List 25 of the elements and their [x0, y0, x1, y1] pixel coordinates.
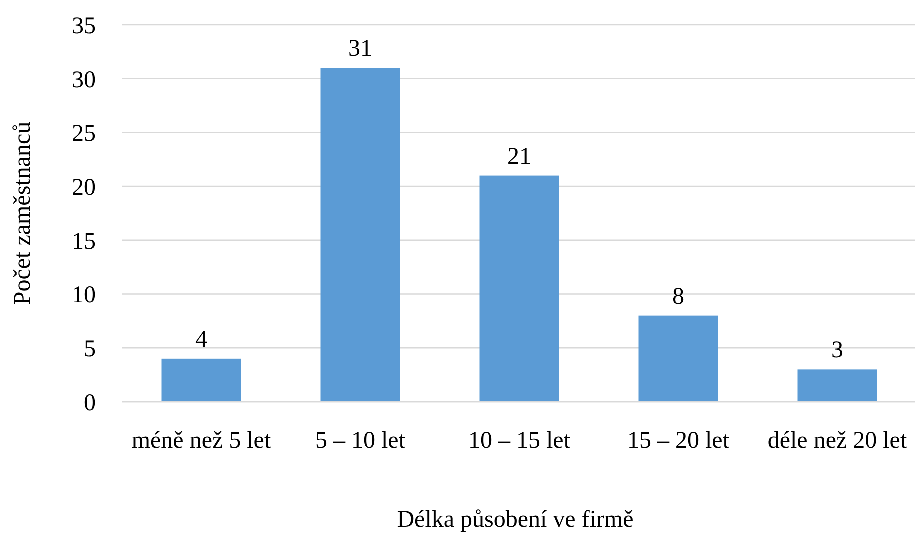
y-tick-label: 0: [84, 390, 96, 416]
x-tick-label: déle než 20 let: [768, 428, 908, 454]
y-tick-label: 25: [72, 121, 96, 148]
y-tick-label: 5: [84, 336, 96, 363]
y-tick-label: 15: [72, 228, 96, 255]
data-label: 31: [348, 36, 372, 62]
x-tick-label: 5 – 10 let: [316, 428, 406, 454]
y-tick-label: 35: [72, 13, 96, 40]
data-label: 21: [508, 144, 532, 170]
bar: [480, 176, 560, 402]
y-tick-label: 30: [72, 67, 96, 94]
bar: [320, 68, 400, 402]
data-label: 8: [672, 284, 684, 310]
bar: [798, 370, 878, 402]
x-tick-label: méně než 5 let: [132, 428, 272, 454]
x-tick-label: 15 – 20 let: [628, 428, 730, 454]
x-tick-label: 10 – 15 let: [468, 428, 571, 454]
y-tick-label: 20: [72, 174, 96, 201]
y-axis-title: Počet zaměstnanců: [10, 122, 36, 306]
data-label: 3: [832, 338, 844, 364]
y-tick-label: 10: [72, 282, 96, 309]
data-label: 4: [196, 326, 208, 353]
bar: [638, 316, 718, 402]
bar: [162, 358, 242, 402]
x-axis-title: Délka působení ve firmě: [397, 507, 634, 533]
